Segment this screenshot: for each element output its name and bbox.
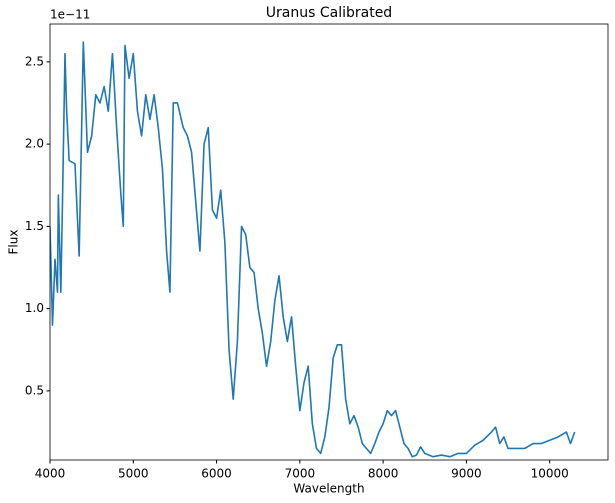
y-tick-label: 1.0 bbox=[25, 301, 44, 315]
plot-frame bbox=[49, 23, 609, 461]
x-tick-label: 5000 bbox=[118, 467, 149, 481]
x-tick-label: 4000 bbox=[35, 467, 66, 481]
y-tick-label: 0.5 bbox=[25, 383, 44, 397]
x-axis-label: Wavelength bbox=[293, 482, 364, 496]
y-tick-label: 1.5 bbox=[25, 219, 44, 233]
y-offset-label: 1e−11 bbox=[50, 8, 90, 22]
y-axis-label: Flux bbox=[7, 230, 21, 255]
data-line bbox=[50, 41, 576, 458]
x-tick-label: 10000 bbox=[531, 467, 569, 481]
x-tick-label: 6000 bbox=[201, 467, 232, 481]
y-tick-label: 2.0 bbox=[25, 137, 44, 151]
x-tick-label: 8000 bbox=[368, 467, 399, 481]
x-tick-label: 7000 bbox=[285, 467, 316, 481]
y-tick-label: 2.5 bbox=[25, 54, 44, 68]
x-tick-label: 9000 bbox=[451, 467, 482, 481]
chart-title: Uranus Calibrated bbox=[266, 5, 392, 21]
